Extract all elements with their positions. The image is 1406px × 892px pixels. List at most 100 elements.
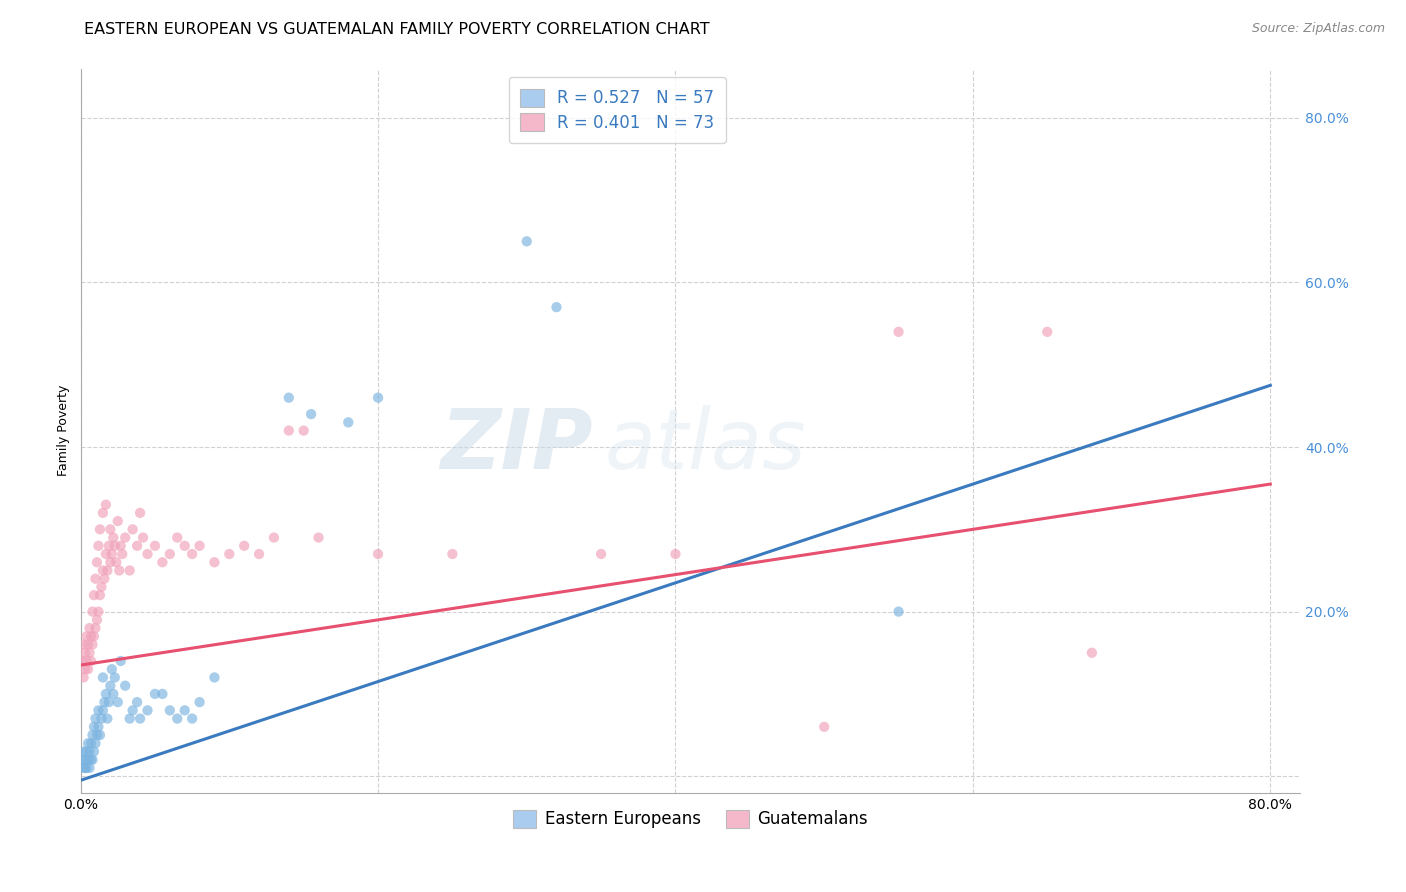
Text: EASTERN EUROPEAN VS GUATEMALAN FAMILY POVERTY CORRELATION CHART: EASTERN EUROPEAN VS GUATEMALAN FAMILY PO…: [84, 22, 710, 37]
Point: [107, 514, 129, 528]
Point: [188, 539, 211, 553]
Point: [76, 654, 98, 668]
Y-axis label: Family Poverty: Family Poverty: [58, 385, 70, 476]
Point: [91, 703, 114, 717]
Point: [121, 703, 143, 717]
Point: [110, 654, 132, 668]
Point: [591, 547, 613, 561]
Point: [204, 670, 226, 684]
Point: [247, 547, 270, 561]
Point: [127, 695, 149, 709]
Legend: Eastern Europeans, Guatemalans: Eastern Europeans, Guatemalans: [506, 803, 875, 835]
Point: [136, 703, 159, 717]
Point: [277, 391, 299, 405]
Point: [77, 638, 100, 652]
Point: [73, 753, 96, 767]
Point: [72, 670, 94, 684]
Point: [72, 761, 94, 775]
Point: [76, 745, 98, 759]
Point: [79, 646, 101, 660]
Point: [181, 547, 204, 561]
Point: [84, 712, 107, 726]
Point: [103, 531, 125, 545]
Point: [89, 588, 111, 602]
Point: [97, 539, 120, 553]
Point: [121, 522, 143, 536]
Point: [299, 407, 322, 421]
Point: [173, 703, 195, 717]
Point: [114, 531, 136, 545]
Point: [79, 745, 101, 759]
Point: [166, 531, 188, 545]
Point: [91, 564, 114, 578]
Point: [181, 712, 204, 726]
Point: [82, 753, 104, 767]
Point: [114, 679, 136, 693]
Point: [127, 539, 149, 553]
Point: [86, 613, 108, 627]
Point: [94, 687, 117, 701]
Point: [111, 547, 134, 561]
Point: [73, 646, 96, 660]
Point: [441, 547, 464, 561]
Text: ZIP: ZIP: [440, 405, 593, 485]
Point: [233, 539, 256, 553]
Point: [76, 761, 98, 775]
Point: [73, 761, 96, 775]
Point: [89, 522, 111, 536]
Point: [188, 695, 211, 709]
Point: [308, 531, 330, 545]
Point: [263, 531, 285, 545]
Point: [82, 728, 104, 742]
Point: [79, 761, 101, 775]
Point: [87, 720, 110, 734]
Point: [813, 720, 835, 734]
Point: [80, 753, 103, 767]
Point: [91, 670, 114, 684]
Point: [159, 547, 181, 561]
Point: [110, 539, 132, 553]
Point: [79, 621, 101, 635]
Point: [1081, 646, 1104, 660]
Point: [82, 638, 104, 652]
Point: [83, 745, 105, 759]
Point: [104, 539, 127, 553]
Point: [166, 712, 188, 726]
Point: [101, 547, 124, 561]
Point: [96, 564, 118, 578]
Point: [98, 679, 121, 693]
Point: [96, 712, 118, 726]
Point: [367, 391, 389, 405]
Point: [93, 695, 115, 709]
Point: [77, 662, 100, 676]
Point: [101, 662, 124, 676]
Point: [887, 605, 910, 619]
Point: [80, 654, 103, 668]
Point: [118, 712, 141, 726]
Point: [83, 588, 105, 602]
Point: [159, 703, 181, 717]
Point: [84, 572, 107, 586]
Point: [664, 547, 686, 561]
Point: [150, 687, 173, 701]
Point: [87, 539, 110, 553]
Point: [80, 736, 103, 750]
Point: [86, 555, 108, 569]
Point: [129, 506, 152, 520]
Point: [77, 753, 100, 767]
Point: [103, 687, 125, 701]
Point: [1036, 325, 1059, 339]
Point: [98, 522, 121, 536]
Point: [82, 605, 104, 619]
Point: [80, 629, 103, 643]
Point: [86, 728, 108, 742]
Point: [132, 531, 155, 545]
Point: [292, 424, 315, 438]
Text: Source: ZipAtlas.com: Source: ZipAtlas.com: [1251, 22, 1385, 36]
Point: [83, 629, 105, 643]
Point: [546, 300, 568, 314]
Point: [105, 555, 128, 569]
Point: [93, 572, 115, 586]
Point: [76, 629, 98, 643]
Point: [91, 506, 114, 520]
